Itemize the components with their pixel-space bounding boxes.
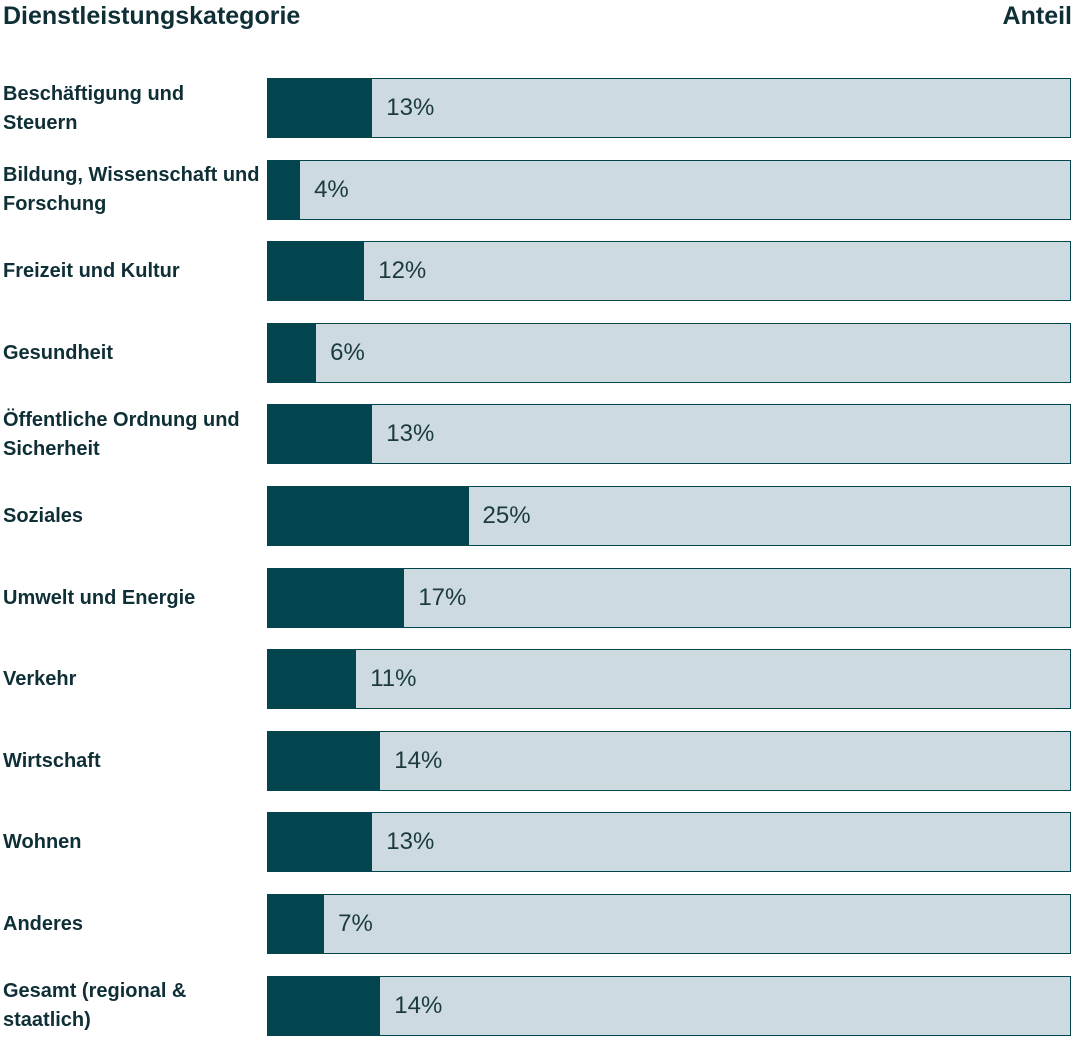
category-label: Gesamt (regional & staatlich) <box>3 980 187 1032</box>
value-label: 4% <box>314 175 349 203</box>
value-label: 14% <box>394 746 443 774</box>
category-label: Bildung, Wissenschaft und Forschung <box>3 164 260 216</box>
bar-track: 13% <box>267 404 1071 465</box>
category-header: Dienstleistungskategorie <box>3 2 301 30</box>
value-label: 6% <box>330 338 365 366</box>
category-label: Gesundheit <box>3 341 114 364</box>
bar <box>268 813 373 872</box>
value-label: 13% <box>386 94 435 121</box>
value-label: 12% <box>378 257 427 285</box>
category-label: Wohnen <box>3 831 82 854</box>
value-label: 14% <box>394 991 443 1019</box>
category-label: Freizeit und Kultur <box>3 260 180 283</box>
bar <box>268 405 373 464</box>
bar <box>268 895 325 953</box>
value-label: 13% <box>386 420 435 448</box>
category-label: Beschäftigung und Steuern <box>3 82 185 134</box>
bar <box>268 487 469 545</box>
category-label: Anderes <box>3 913 84 935</box>
bar-track: 11% <box>267 649 1071 710</box>
value-label: 7% <box>338 910 373 937</box>
bar <box>268 976 381 1035</box>
bar <box>268 160 301 219</box>
bar-track: 14% <box>267 975 1071 1036</box>
value-label: 13% <box>386 828 435 856</box>
value-label: 17% <box>418 583 467 611</box>
bar-track: 13% <box>267 812 1071 873</box>
value-label: 25% <box>482 502 531 529</box>
bar <box>268 568 405 627</box>
bar-track: 7% <box>267 894 1071 954</box>
bar <box>268 323 317 382</box>
bar-track: 13% <box>267 78 1071 138</box>
bar <box>268 731 381 790</box>
bar-track: 17% <box>267 567 1071 628</box>
category-label: Verkehr <box>3 668 77 691</box>
bar-track: 4% <box>267 159 1071 220</box>
bar <box>268 242 365 301</box>
category-label: Soziales <box>3 505 84 527</box>
bar <box>268 650 357 709</box>
bar-track: 25% <box>267 486 1071 546</box>
bar-track: 12% <box>267 241 1071 302</box>
category-label: Wirtschaft <box>3 749 101 772</box>
bar-track: 14% <box>267 730 1071 791</box>
value-header: Anteil <box>1002 2 1072 30</box>
bar <box>268 79 373 137</box>
category-label: Umwelt und Energie <box>3 586 196 609</box>
bar-track: 6% <box>267 322 1071 383</box>
value-label: 11% <box>370 665 417 693</box>
category-label: Öffentliche Ordnung und Sicherheit <box>3 408 240 460</box>
